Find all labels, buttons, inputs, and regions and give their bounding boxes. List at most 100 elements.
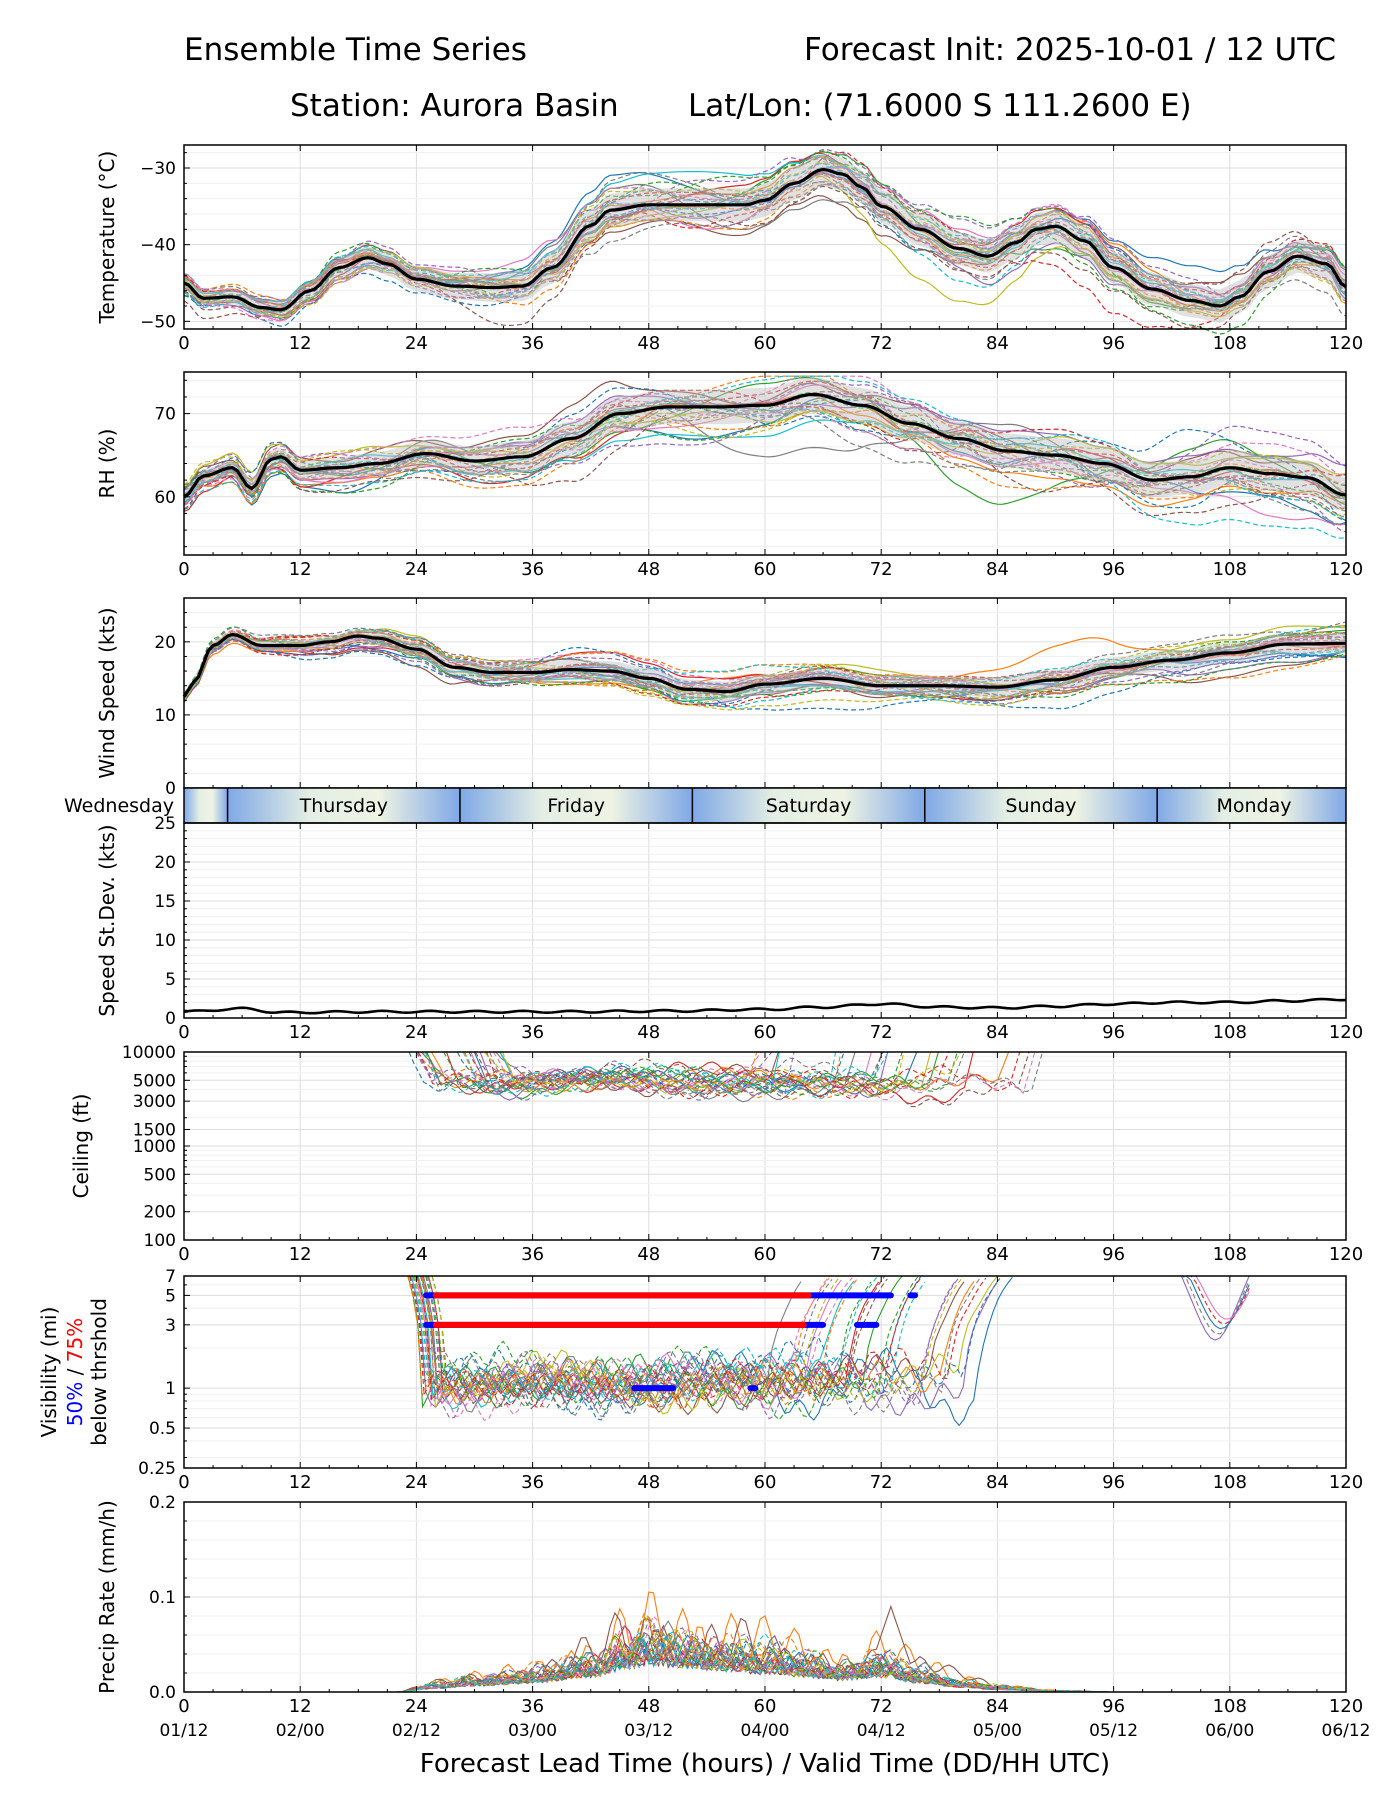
- valid-time-label: 04/00: [741, 1721, 790, 1741]
- y-tick-label: 15: [154, 892, 176, 912]
- x-tick-label: 48: [637, 1696, 660, 1717]
- speed-stdev-ylabel: Speed St.Dev. (kts): [95, 824, 119, 1016]
- ceiling-ylabel: Ceiling (ft): [69, 1094, 93, 1199]
- day-segment: [459, 788, 693, 823]
- x-tick-label: 84: [986, 1022, 1009, 1043]
- visibility-member-line: [421, 1275, 859, 1406]
- precip-panel: 0 12 24 36 48 60 72 84 96 108 120 0.0 0.1 0.2 Precip R…: [95, 1493, 1363, 1717]
- valid-time-label: 06/12: [1322, 1721, 1371, 1741]
- forecast-init-title: Forecast Init: 2025-10-01 / 12 UTC: [804, 32, 1336, 68]
- ensemble-member-line: [183, 411, 1347, 492]
- ensemble-member-line: [183, 375, 1347, 501]
- speed-stdev-panel: 0 12 24 36 48 60 72 84 96 108 120 0 5 10 15 20 25 Speed S…: [95, 814, 1363, 1043]
- x-tick-label: 0: [178, 1244, 189, 1265]
- x-tick-label: 120: [1329, 1472, 1363, 1493]
- day-label: Monday: [1217, 795, 1292, 817]
- y-tick-label: 0: [165, 1009, 176, 1029]
- x-tick-label: 108: [1213, 559, 1247, 580]
- visibility-member-line: [419, 1275, 833, 1418]
- x-tick-label: 24: [405, 333, 428, 354]
- ensemble-member-line: [183, 162, 1347, 318]
- valid-time-label: 02/00: [276, 1721, 325, 1741]
- x-tick-label: 60: [754, 1244, 777, 1265]
- ensemble-member-line: [183, 634, 1347, 705]
- x-tick-label: 0: [178, 559, 189, 580]
- ensemble-member-line: [183, 409, 1347, 516]
- ceiling-member-line: [425, 1051, 837, 1100]
- x-tick-label: 108: [1213, 1696, 1247, 1717]
- visibility-member-line: [1171, 1275, 1250, 1325]
- ensemble-member-line: [183, 406, 1347, 509]
- x-tick-label: 60: [754, 333, 777, 354]
- visibility-member-line: [417, 1275, 855, 1410]
- visibility-member-line: [1171, 1275, 1250, 1341]
- x-tick-label: 72: [870, 1472, 893, 1493]
- x-tick-label: 96: [1102, 1022, 1125, 1043]
- wind-panel: 0 10 20 Wind Speed (kts): [95, 597, 1347, 799]
- x-tick-label: 84: [986, 1472, 1009, 1493]
- y-tick-label: 70: [154, 405, 176, 425]
- x-tick-label: 36: [521, 559, 544, 580]
- valid-time-label: 05/00: [973, 1721, 1022, 1741]
- day-label: Saturday: [766, 795, 852, 817]
- x-tick-label: 0: [178, 1696, 189, 1717]
- x-tick-label: 48: [637, 333, 660, 354]
- x-tick-label: 72: [870, 1696, 893, 1717]
- temperature-panel: 0 12 24 36 48 60 72 84 96 108 120 −50 −40 −30 Temperat…: [95, 144, 1363, 354]
- ensemble-member-line: [183, 174, 1347, 315]
- ceiling-member-line: [422, 1051, 1036, 1101]
- x-tick-label: 24: [405, 1022, 428, 1043]
- valid-time-label: 05/12: [1089, 1721, 1138, 1741]
- x-tick-label: 72: [870, 559, 893, 580]
- visibility-member-line: [409, 1275, 987, 1409]
- precip-content: [377, 1591, 1346, 1693]
- day-segment: [924, 788, 1158, 823]
- precip-member-line: [377, 1615, 1346, 1693]
- valid-time-label: 04/12: [857, 1721, 906, 1741]
- y-tick-label: 7: [165, 1267, 176, 1287]
- precip-member-line: [377, 1631, 1346, 1693]
- ensemble-member-line: [183, 160, 1347, 319]
- y-tick-label: 25: [154, 814, 176, 834]
- valid-time-label: 06/00: [1205, 1721, 1254, 1741]
- chart-title-left: Ensemble Time Series: [184, 32, 527, 68]
- x-tick-label: 12: [289, 1472, 312, 1493]
- ensemble-member-line: [183, 635, 1347, 705]
- ceiling-member-line: [492, 1051, 762, 1092]
- ensemble-member-line: [183, 151, 1347, 331]
- y-tick-label: 10000: [122, 1043, 176, 1063]
- x-tick-label: 48: [637, 1022, 660, 1043]
- ensemble-member-line: [183, 631, 1346, 706]
- ceiling-member-line: [499, 1051, 932, 1095]
- ensemble-member-line: [183, 171, 1347, 310]
- y-tick-label: 1: [165, 1379, 176, 1399]
- ensemble-member-line: [183, 183, 1347, 327]
- visibility-member-line: [425, 1275, 872, 1421]
- x-tick-label: 120: [1329, 1022, 1363, 1043]
- y-tick-label: 1000: [133, 1137, 176, 1157]
- ensemble-member-line: [183, 150, 1347, 335]
- ensemble-member-line: [183, 148, 1347, 320]
- ceiling-panel: 0 12 24 36 48 60 72 84 96 108 120 100 200 500 10001500…: [69, 1043, 1363, 1265]
- wind-ylabel: Wind Speed (kts): [95, 607, 119, 778]
- y-tick-label: 20: [154, 633, 176, 653]
- x-tick-label: 120: [1329, 333, 1363, 354]
- x-axis-label: Forecast Lead Time (hours) / Valid Time …: [420, 1749, 1110, 1779]
- x-tick-label: 72: [870, 1244, 893, 1265]
- x-tick-label: 24: [405, 1244, 428, 1265]
- y-tick-label: 0.0: [149, 1683, 176, 1703]
- visibility-ylabel-line: below thrshold: [87, 1298, 111, 1446]
- visibility-member-line: [422, 1275, 957, 1405]
- y-tick-label: 3: [165, 1316, 176, 1336]
- x-tick-label: 96: [1102, 559, 1125, 580]
- y-tick-label: 0.1: [149, 1588, 176, 1608]
- ensemble-member-line: [183, 166, 1347, 314]
- x-tick-label: 12: [289, 333, 312, 354]
- ensemble-member-line: [183, 387, 1347, 522]
- y-tick-label: 200: [144, 1203, 176, 1223]
- ceiling-member-line: [415, 1051, 773, 1102]
- ensemble-member-line: [183, 173, 1347, 317]
- x-tick-label: 24: [405, 1472, 428, 1493]
- x-tick-label: 108: [1213, 1472, 1247, 1493]
- valid-time-label: 01/12: [160, 1721, 209, 1741]
